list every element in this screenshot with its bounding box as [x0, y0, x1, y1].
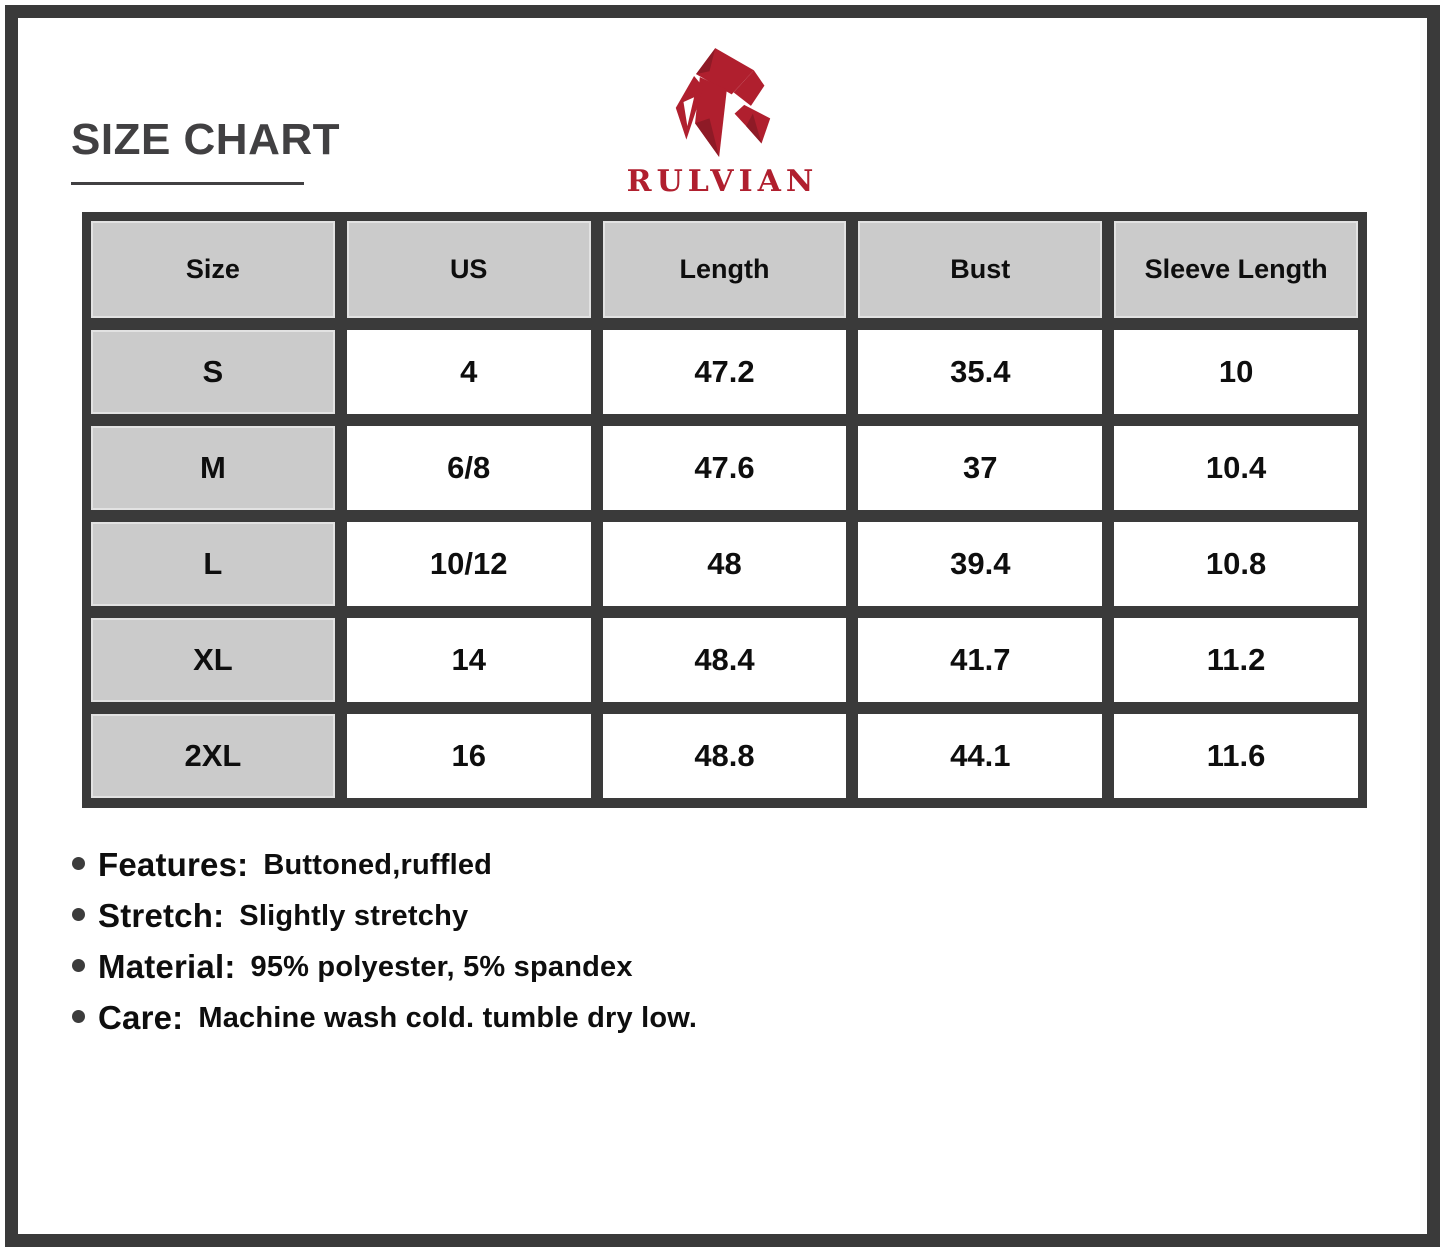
size-cell: 2XL [91, 714, 335, 798]
size-cell: L [91, 522, 335, 606]
value-cell: 48 [602, 522, 847, 606]
detail-value: Slightly stretchy [239, 899, 469, 932]
value-cell: 6/8 [346, 426, 591, 510]
brand-wordmark: RULVIAN [626, 164, 819, 199]
detail-value: Buttoned,ruffled [263, 848, 493, 881]
bullet-dot-icon [72, 907, 85, 921]
page-title: SIZE CHART [71, 115, 340, 164]
value-cell: 10 [1114, 330, 1358, 414]
bullet-dot-icon [72, 958, 85, 972]
column-header-size: Size [91, 221, 335, 318]
size-cell: XL [91, 618, 335, 702]
detail-item-features: Features: Buttoned,ruffled [72, 846, 697, 884]
value-cell: 47.2 [602, 330, 847, 414]
value-cell: 14 [346, 618, 591, 702]
value-cell: 47.6 [602, 426, 847, 510]
bullet-dot-icon [72, 1009, 85, 1023]
detail-label: Material: [98, 948, 236, 985]
detail-item-stretch: Stretch: Slightly stretchy [72, 897, 697, 935]
detail-label: Features: [98, 846, 249, 883]
brand-r-icon [675, 48, 770, 157]
column-header-length: Length [602, 221, 847, 318]
value-cell: 11.2 [1114, 618, 1358, 702]
value-cell: 48.4 [602, 618, 847, 702]
title-block: SIZE CHART [71, 118, 340, 185]
size-cell: M [91, 426, 335, 510]
detail-item-material: Material: 95% polyester, 5% spandex [72, 948, 697, 986]
value-cell: 48.8 [602, 714, 847, 798]
value-cell: 39.4 [858, 522, 1103, 606]
value-cell: 35.4 [858, 330, 1103, 414]
size-table: Size US Length Bust Sleeve Length S 4 47… [82, 212, 1367, 808]
value-cell: 10.8 [1114, 522, 1358, 606]
value-cell: 4 [346, 330, 591, 414]
detail-value: Machine wash cold. tumble dry low. [198, 1001, 698, 1034]
value-cell: 41.7 [858, 618, 1103, 702]
value-cell: 10/12 [346, 522, 591, 606]
brand-logo: RULVIAN [593, 44, 853, 199]
value-cell: 44.1 [858, 714, 1103, 798]
column-header-bust: Bust [858, 221, 1103, 318]
title-underline [71, 182, 304, 185]
column-header-sleeve-length: Sleeve Length [1114, 221, 1358, 318]
size-cell: S [91, 330, 335, 414]
value-cell: 10.4 [1114, 426, 1358, 510]
detail-label: Care: [98, 999, 184, 1036]
detail-item-care: Care: Machine wash cold. tumble dry low. [72, 999, 697, 1037]
value-cell: 16 [346, 714, 591, 798]
detail-value: 95% polyester, 5% spandex [250, 950, 633, 983]
detail-label: Stretch: [98, 897, 225, 934]
bullet-dot-icon [72, 856, 85, 870]
value-cell: 37 [858, 426, 1103, 510]
column-header-us: US [346, 221, 591, 318]
details-list: Features: Buttoned,ruffled Stretch: Slig… [72, 846, 697, 1050]
value-cell: 11.6 [1114, 714, 1358, 798]
